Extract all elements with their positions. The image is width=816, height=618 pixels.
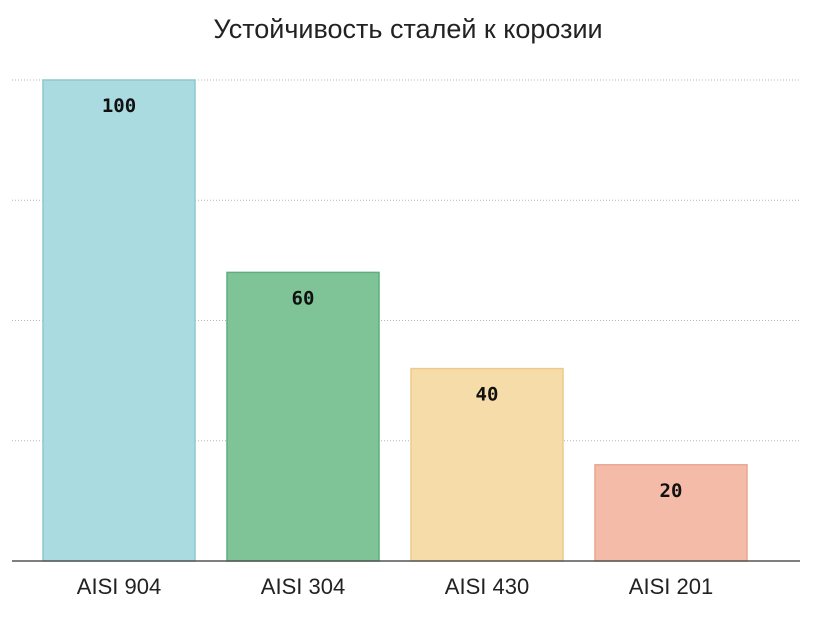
bar-aisi-904 xyxy=(42,79,196,562)
bar-aisi-201 xyxy=(594,464,748,562)
x-tick-label: AISI 904 xyxy=(77,574,161,599)
x-tick-label: AISI 304 xyxy=(261,574,345,599)
bar-aisi-430 xyxy=(410,367,564,562)
data-label: 60 xyxy=(292,287,315,309)
data-label: 20 xyxy=(660,480,683,502)
data-label: 100 xyxy=(102,95,136,117)
data-label: 40 xyxy=(476,384,499,406)
x-tick-label: AISI 430 xyxy=(445,574,529,599)
x-tick-label: AISI 201 xyxy=(629,574,713,599)
bar-aisi-304 xyxy=(226,271,380,562)
chart-title: Устойчивость сталей к корозии xyxy=(213,14,603,44)
